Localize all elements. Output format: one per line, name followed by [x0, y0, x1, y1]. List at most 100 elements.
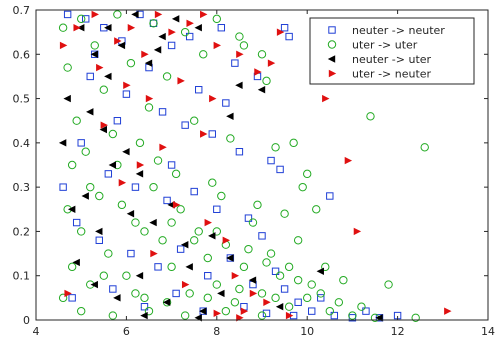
data-point-s3-17 [353, 227, 362, 236]
y-tick-label: 0.5 [13, 93, 31, 106]
data-point-s1-44 [199, 50, 208, 59]
data-point-s0-45 [68, 294, 76, 302]
data-point-s1-17 [212, 280, 222, 289]
data-point-s0-22 [104, 170, 113, 178]
legend-marker-0 [328, 26, 336, 34]
data-point-s3-8 [186, 19, 194, 27]
data-point-s0-28 [326, 192, 334, 200]
data-point-s2-13 [86, 108, 94, 116]
data-point-s3-34 [240, 307, 249, 315]
data-point-s1-70 [257, 50, 267, 59]
data-point-s1-86 [131, 289, 140, 298]
data-point-s1-5 [104, 249, 113, 258]
x-tick-label: 12 [391, 325, 405, 338]
data-point-s0-32 [154, 263, 162, 271]
data-point-s2-22 [149, 218, 157, 227]
data-point-s1-16 [203, 253, 212, 263]
data-point-s3-31 [231, 272, 240, 280]
data-point-s2-28 [275, 303, 284, 311]
data-point-s0-39 [308, 307, 316, 315]
data-point-s0-42 [362, 307, 370, 315]
data-point-s2-16 [108, 161, 117, 169]
data-point-s1-4 [95, 191, 104, 201]
data-point-s1-97 [221, 306, 231, 316]
data-point-s1-11 [158, 236, 167, 245]
data-point-s0-33 [176, 245, 185, 253]
data-point-s0-30 [95, 236, 103, 244]
data-point-s2-18 [81, 192, 89, 200]
data-point-s1-25 [284, 302, 294, 311]
data-point-s1-51 [321, 262, 330, 272]
data-point-s3-6 [154, 10, 163, 19]
data-point-s1-49 [312, 205, 321, 214]
data-point-s0-17 [208, 130, 216, 138]
data-point-s0-58 [59, 183, 67, 191]
data-point-s0-60 [258, 232, 266, 240]
data-point-s1-72 [86, 182, 95, 192]
legend-label: uter -> neuter [352, 68, 432, 81]
legend-box [309, 17, 475, 85]
data-point-s1-58 [171, 169, 181, 179]
data-point-s2-5 [131, 10, 139, 19]
data-point-s0-56 [222, 99, 230, 107]
data-point-s2-2 [90, 50, 98, 58]
data-point-s1-26 [293, 236, 303, 245]
data-point-s1-21 [248, 218, 258, 227]
data-point-s2-14 [99, 125, 107, 134]
data-point-s0-21 [77, 139, 85, 147]
series-2 [58, 10, 383, 322]
data-point-s3-35 [213, 309, 221, 318]
data-point-s1-28 [325, 306, 334, 316]
legend-label: neuter -> neuter [352, 24, 445, 37]
data-point-s1-29 [348, 311, 357, 320]
data-point-s3-36 [100, 121, 108, 129]
legend-marker-3 [328, 69, 337, 78]
data-point-s2-25 [208, 232, 216, 240]
data-point-s1-39 [99, 85, 109, 94]
data-point-s3-7 [168, 28, 176, 36]
data-point-s0-48 [172, 289, 180, 298]
data-point-s0-51 [262, 309, 271, 318]
data-point-s2-43 [153, 46, 162, 54]
legend-label: uter -> uter [352, 39, 418, 52]
data-point-s2-27 [248, 276, 257, 284]
data-point-s1-38 [144, 103, 154, 112]
data-point-s1-27 [303, 293, 312, 303]
data-point-s3-11 [236, 50, 244, 58]
data-point-s0-47 [140, 303, 149, 311]
data-point-s3-41 [64, 289, 72, 298]
data-point-s2-8 [171, 15, 180, 23]
data-point-s3-24 [200, 130, 208, 138]
data-point-s3-33 [263, 298, 271, 306]
data-point-s3-9 [200, 10, 208, 19]
data-point-s2-12 [257, 86, 266, 94]
data-point-s1-65 [113, 10, 122, 19]
data-point-s1-69 [235, 32, 244, 41]
data-point-s3-38 [181, 280, 190, 289]
data-point-s1-2 [77, 227, 86, 236]
data-point-s3-30 [222, 236, 231, 244]
data-point-s2-20 [95, 227, 103, 236]
data-point-s1-35 [271, 143, 280, 152]
data-point-s0-57 [113, 117, 122, 125]
data-point-s1-14 [185, 289, 194, 298]
y-tick-label: 0.1 [13, 270, 31, 283]
data-point-s1-62 [280, 209, 289, 218]
data-point-s0-15 [158, 108, 167, 116]
data-point-s1-84 [67, 160, 77, 170]
data-point-s1-83 [357, 302, 366, 311]
axis-ticks: 4 6 8 10 12 14 0 0.1 0.2 0.3 0.4 0.5 0.6 0.7 [13, 4, 495, 338]
data-point-s2-4 [117, 41, 126, 50]
data-point-s1-77 [212, 227, 222, 236]
data-point-s1-85 [99, 271, 109, 280]
data-point-s1-64 [77, 14, 86, 24]
data-point-s1-31 [384, 280, 393, 289]
data-point-s1-76 [190, 236, 199, 245]
data-point-s2-37 [199, 307, 207, 315]
data-point-s3-32 [249, 289, 258, 298]
data-point-s3-18 [444, 307, 452, 315]
data-point-s1-43 [162, 72, 172, 81]
data-point-s1-19 [230, 298, 240, 307]
x-tick-label: 4 [33, 325, 40, 338]
legend-marker-1 [327, 40, 337, 49]
